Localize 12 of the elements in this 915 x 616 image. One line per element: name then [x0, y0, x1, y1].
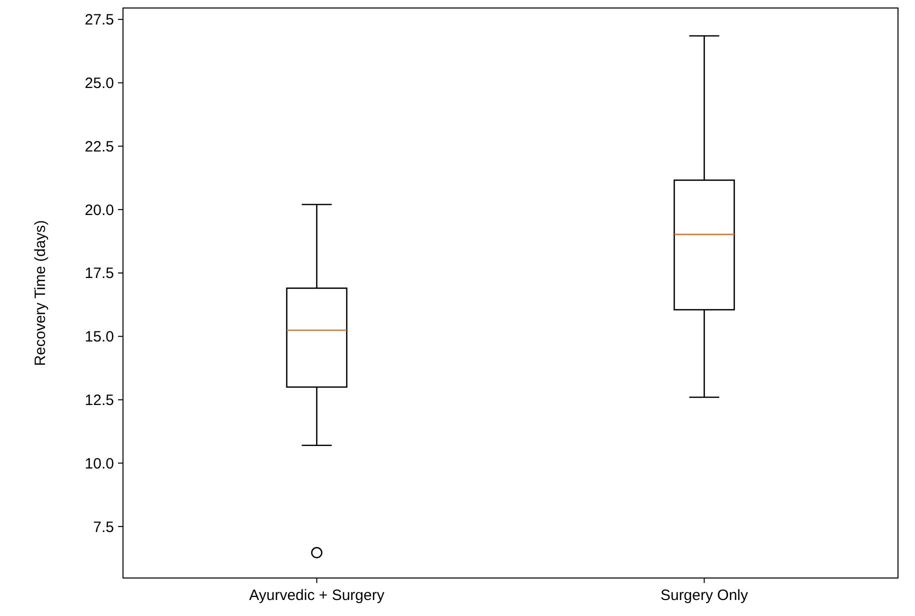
x-tick-label: Surgery Only [660, 587, 749, 604]
y-tick-label: 10.0 [84, 455, 114, 472]
y-tick-label: 17.5 [84, 265, 114, 282]
y-tick-label: 12.5 [84, 392, 114, 409]
y-tick-label: 27.5 [84, 12, 114, 29]
y-tick-label: 7.5 [93, 518, 114, 536]
y-tick-label: 15.0 [84, 328, 114, 346]
y-tick-label: 20.0 [84, 202, 114, 219]
y-tick-label: 22.5 [84, 138, 114, 156]
x-tick-label: Ayurvedic + Surgery [249, 587, 385, 604]
y-tick-label: 25.0 [84, 75, 114, 92]
y-axis-title: Recovery Time (days) [32, 220, 49, 366]
